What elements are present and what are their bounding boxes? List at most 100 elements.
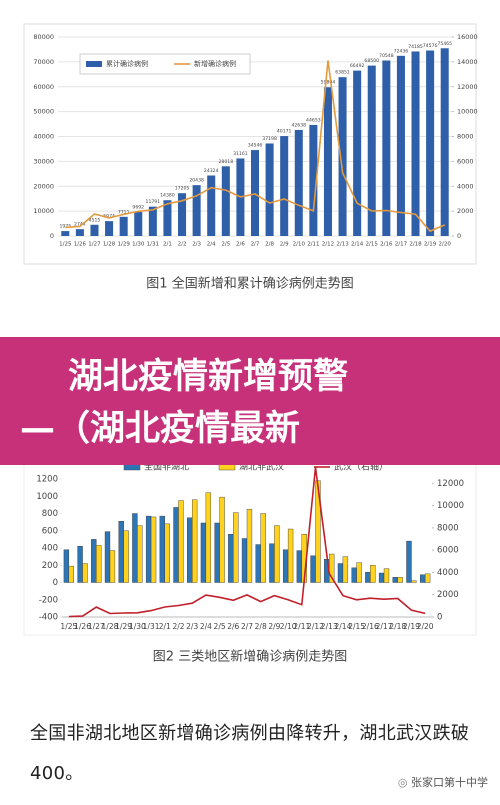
x-tick-label: 2/10 — [280, 622, 297, 631]
x-tick-label: 2/1 — [163, 242, 172, 248]
y-tick-label: 800 — [42, 509, 58, 519]
x-tick-label: 2/13 — [336, 242, 349, 248]
bar — [420, 574, 426, 583]
y2-tick-label: 16000 — [457, 33, 478, 41]
bar — [119, 216, 128, 236]
x-tick-label: 2/11 — [307, 242, 319, 248]
x-tick-label: 2/15 — [366, 242, 379, 248]
y-tick-label: -400 — [39, 613, 58, 623]
y2-tick-label: 2000 — [457, 207, 474, 215]
value-label: 24324 — [204, 168, 219, 174]
bar — [353, 70, 362, 236]
y-tick-label: 20000 — [33, 182, 54, 190]
value-label: 9692 — [132, 204, 144, 210]
bar — [323, 87, 332, 236]
x-tick-label: 2/13 — [321, 622, 338, 631]
y2-tick-label: 0 — [437, 613, 442, 623]
bar — [406, 540, 412, 583]
y2-tick-label: 10000 — [457, 108, 478, 116]
y2-tick-label: 14000 — [457, 58, 478, 66]
bar — [356, 562, 362, 583]
x-tick-label: 1/30 — [129, 622, 146, 631]
bar — [134, 211, 143, 236]
x-tick-label: 2/12 — [322, 242, 334, 248]
y-tick-label: 400 — [42, 544, 58, 554]
x-tick-label: 1/28 — [103, 242, 116, 248]
x-tick-label: 1/29 — [117, 242, 130, 248]
x-tick-label: 2/7 — [251, 242, 260, 248]
value-label: 5974 — [103, 214, 115, 220]
bar — [282, 549, 289, 583]
y-tick-label: -200 — [39, 595, 58, 605]
y2-tick-label: 8000 — [437, 523, 459, 533]
x-tick-label: 1/27 — [88, 622, 105, 631]
bar — [294, 129, 303, 236]
bar — [397, 577, 403, 583]
bar — [191, 499, 198, 583]
value-label: 11791 — [146, 199, 161, 205]
x-tick-label: 2/20 — [417, 622, 434, 631]
bar — [370, 565, 376, 583]
x-tick-label: 2/11 — [293, 622, 310, 631]
x-tick-label: 2/8 — [265, 242, 274, 248]
value-label: 37198 — [262, 136, 277, 142]
x-tick-label: 1/26 — [74, 242, 87, 248]
bar — [77, 546, 83, 583]
value-label: 20438 — [189, 178, 204, 184]
x-tick-label: 2/18 — [409, 242, 422, 248]
chart-caption: 图1 全国新增和累计确诊病例走势图 — [146, 276, 353, 292]
x-tick-label: 2/4 — [200, 622, 212, 631]
value-label: 68500 — [364, 58, 379, 64]
bar — [378, 572, 385, 583]
banner-line: 湖北疫情新增预警 — [68, 357, 349, 397]
x-tick-label: 1/30 — [132, 242, 145, 248]
banner-line: —（湖北疫情最新 — [20, 409, 301, 449]
x-tick-label: 2/14 — [351, 242, 364, 248]
value-label: 28018 — [219, 159, 234, 165]
bar — [351, 567, 357, 583]
y-tick-label: 70000 — [33, 58, 54, 66]
bar — [178, 500, 184, 583]
bar — [310, 555, 316, 583]
x-tick-label: 2/3 — [186, 622, 198, 631]
y-tick-label: 10000 — [33, 207, 54, 215]
x-tick-label: 2/17 — [395, 242, 408, 248]
bar — [367, 65, 376, 236]
value-label: 74185 — [408, 44, 423, 50]
bar — [338, 77, 347, 236]
bar — [75, 229, 84, 236]
y-tick-label: 0 — [53, 578, 58, 588]
x-tick-label: 2/19 — [424, 242, 437, 248]
x-tick-label: 1/31 — [143, 622, 160, 631]
y-tick-label: 30000 — [33, 157, 54, 165]
x-tick-label: 2/6 — [236, 242, 245, 248]
x-tick-label: 1/31 — [147, 242, 159, 248]
y2-tick-label: 6000 — [457, 157, 474, 165]
value-label: 72436 — [394, 48, 409, 54]
legend-label: 累计确诊病例 — [106, 59, 148, 68]
y-tick-label: 80000 — [33, 33, 54, 41]
bar — [159, 515, 165, 583]
bar — [426, 50, 435, 236]
bar — [96, 545, 102, 583]
bar — [221, 166, 230, 236]
bar — [233, 512, 239, 583]
bar — [207, 175, 216, 236]
bar — [260, 513, 266, 583]
bar — [280, 136, 289, 236]
x-tick-label: 2/5 — [221, 242, 230, 248]
bar — [68, 565, 74, 583]
bar — [109, 550, 116, 583]
bar — [214, 522, 220, 583]
bar — [396, 55, 405, 237]
bar — [342, 556, 349, 583]
x-tick-label: 2/15 — [348, 622, 365, 631]
value-label: 7711 — [118, 209, 130, 215]
bar — [269, 543, 275, 583]
y-tick-label: 600 — [42, 526, 58, 536]
value-label: 2744 — [74, 222, 86, 228]
y2-tick-label: 12000 — [437, 479, 464, 489]
bar — [91, 539, 97, 583]
bar — [274, 525, 280, 583]
